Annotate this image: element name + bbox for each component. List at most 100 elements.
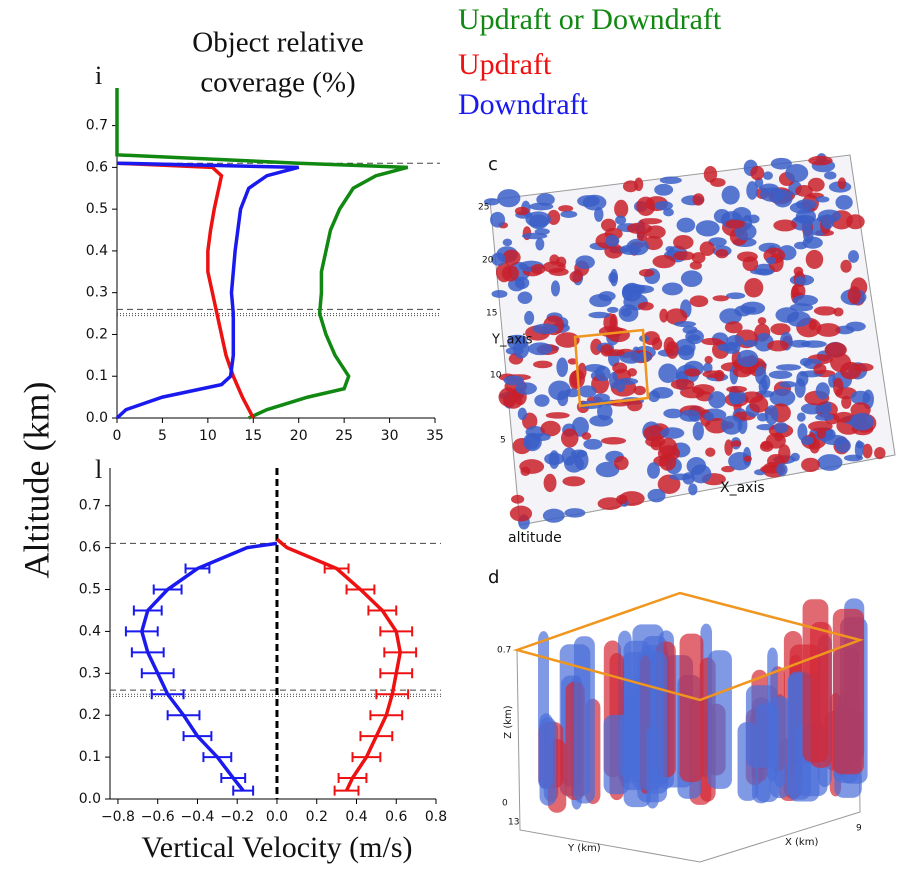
blob [648, 390, 661, 403]
blob [497, 189, 521, 208]
blob [562, 476, 586, 487]
blob [775, 364, 802, 371]
blob [692, 421, 704, 441]
blob [746, 181, 759, 200]
blob [679, 633, 704, 783]
blob [575, 255, 595, 270]
blob [759, 441, 774, 452]
tick-label: 20 [482, 256, 494, 266]
blob [544, 452, 565, 466]
blob [689, 261, 702, 270]
blob [584, 363, 606, 373]
tick-label: 5 [500, 436, 506, 446]
blob [676, 217, 696, 233]
y-tick-label: 0.5 [79, 582, 101, 598]
blob [556, 256, 567, 268]
y-tick-label: 0.2 [86, 326, 108, 342]
blob [528, 214, 549, 230]
y-tick-label: 0.1 [86, 368, 108, 384]
blob [853, 363, 874, 372]
blob [749, 395, 769, 413]
error-bar [124, 626, 159, 637]
axis-label: Z (km) [503, 705, 514, 738]
panel-label: c [488, 154, 498, 175]
blob [807, 177, 825, 192]
blob [712, 295, 729, 302]
blob [732, 366, 752, 378]
error-bar [152, 584, 183, 595]
blob [803, 225, 814, 244]
blob [854, 440, 864, 460]
x-tick-label: 0 [113, 428, 122, 444]
axis-label: X (km) [785, 837, 818, 848]
blob [636, 231, 648, 242]
blob [850, 412, 874, 431]
blob [645, 436, 666, 448]
blob [491, 252, 506, 266]
blob [704, 412, 715, 421]
blob [502, 238, 513, 247]
error-bar [140, 668, 175, 679]
x-tick-label: −0.6 [141, 809, 175, 825]
x-tick-label: 30 [381, 428, 399, 444]
blob [800, 403, 824, 415]
x-axis-label: Vertical Velocity (m/s) [141, 831, 412, 864]
y-tick-label: 0.5 [86, 201, 108, 217]
panel-label: d [488, 567, 499, 588]
blob [626, 398, 643, 412]
legend-label: Updraft or Downdraft [458, 3, 722, 36]
blob [724, 321, 743, 334]
blob [821, 214, 835, 229]
blob [604, 349, 625, 357]
legend-label: Updraft [458, 48, 552, 81]
blob [582, 194, 607, 211]
blob [795, 208, 817, 225]
error-bar [337, 773, 368, 784]
blob [612, 362, 628, 374]
blob [757, 317, 767, 325]
error-bar [359, 731, 394, 742]
axis-label: Y_axis [491, 333, 533, 348]
blob [816, 323, 841, 337]
blob [646, 725, 659, 809]
y-tick-label: 0.0 [79, 791, 101, 807]
blob [704, 355, 713, 364]
blob [652, 255, 676, 269]
blob [665, 308, 688, 325]
blob [605, 234, 620, 247]
axis-label: Y (km) [567, 843, 601, 854]
blob [672, 251, 696, 261]
selection-box [573, 328, 650, 408]
blob [776, 463, 788, 477]
line [115, 88, 409, 420]
blob [639, 218, 663, 225]
legend-label: Downdraft [458, 88, 589, 121]
x-tick-label: 35 [426, 428, 444, 444]
axis-label: X_axis [720, 480, 765, 496]
blob [654, 201, 673, 211]
blob [647, 488, 666, 503]
y-tick-label: 0.0 [86, 410, 108, 426]
x-tick-label: 0.6 [385, 809, 407, 825]
blob [757, 412, 769, 422]
blob [678, 344, 695, 361]
blob [534, 394, 550, 407]
y-tick-label: 0.6 [86, 159, 108, 175]
error-bar [323, 563, 350, 574]
blob [515, 382, 537, 395]
blob [710, 177, 726, 187]
blob [750, 268, 774, 275]
blob [760, 187, 785, 202]
y-tick-label: 0.1 [79, 749, 101, 765]
blob [684, 368, 701, 377]
tick-label: 0.7 [497, 646, 511, 656]
blob [742, 256, 759, 272]
blob [862, 443, 873, 459]
blob [607, 306, 619, 314]
tick-label: 9 [856, 824, 862, 834]
blob [707, 650, 732, 789]
blob [832, 608, 865, 775]
blob [483, 198, 500, 206]
